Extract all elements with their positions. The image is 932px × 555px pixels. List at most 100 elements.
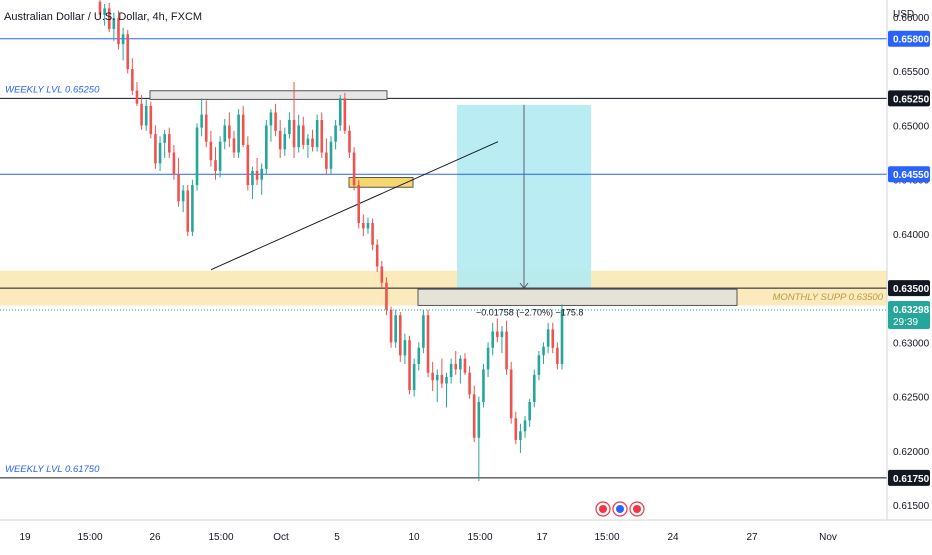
price-label-box-3 bbox=[888, 280, 930, 297]
candle-body-17 bbox=[177, 174, 180, 202]
candle-body-90 bbox=[514, 418, 518, 440]
time-tick-4: Oct bbox=[273, 532, 289, 543]
candle-body-53 bbox=[343, 98, 347, 131]
candle-body-25 bbox=[214, 160, 217, 171]
price-label-3: 0.63500 bbox=[893, 284, 930, 295]
candle-body-96 bbox=[542, 346, 545, 356]
candle-body-11 bbox=[149, 105, 153, 135]
time-tick-6: 10 bbox=[408, 532, 420, 543]
price-label-1: 0.65250 bbox=[893, 94, 930, 105]
candle-body-46 bbox=[311, 138, 314, 148]
candle-body-28 bbox=[228, 125, 231, 139]
time-tick-10: 24 bbox=[667, 532, 679, 543]
candle-body-18 bbox=[181, 190, 185, 202]
time-tick-9: 15:00 bbox=[594, 532, 619, 543]
candle-body-79 bbox=[463, 358, 467, 373]
candle-body-69 bbox=[417, 347, 421, 365]
candle-body-85 bbox=[491, 331, 494, 348]
price-label-box-1 bbox=[888, 90, 930, 107]
candle-body-10 bbox=[144, 105, 148, 126]
candle-body-87 bbox=[500, 331, 504, 337]
candle-body-97 bbox=[546, 329, 550, 347]
last-price-box bbox=[888, 301, 930, 330]
candle-body-64 bbox=[394, 315, 397, 343]
candle-body-14 bbox=[163, 134, 166, 143]
candle-body-77 bbox=[454, 364, 458, 370]
time-tick-0: 19 bbox=[19, 532, 31, 543]
candle-body-70 bbox=[422, 315, 425, 348]
event-flag-icon-inner-0 bbox=[599, 505, 607, 513]
time-tick-8: 17 bbox=[536, 532, 548, 543]
candle-body-34 bbox=[255, 170, 259, 180]
candle-body-84 bbox=[486, 347, 490, 370]
candle-body-2 bbox=[107, 8, 111, 29]
candle-body-82 bbox=[477, 401, 481, 438]
candle-body-61 bbox=[380, 266, 384, 283]
candle-body-5 bbox=[121, 34, 125, 45]
resistance-box bbox=[149, 90, 388, 100]
candle-body-81 bbox=[472, 394, 476, 438]
candle-body-41 bbox=[288, 120, 291, 135]
candle-body-43 bbox=[297, 125, 300, 148]
candle-body-51 bbox=[334, 125, 337, 142]
candle-body-37 bbox=[269, 112, 273, 126]
candle-body-62 bbox=[385, 282, 388, 310]
price-tick-2: 0.62500 bbox=[893, 393, 930, 404]
candle-body-67 bbox=[408, 340, 411, 391]
time-tick-11: 27 bbox=[746, 532, 758, 543]
candle-body-20 bbox=[191, 185, 194, 232]
price-label-box-4 bbox=[888, 469, 930, 486]
entry-box bbox=[417, 288, 738, 306]
candle-body-47 bbox=[315, 120, 319, 148]
candle-body-68 bbox=[412, 364, 416, 391]
candle-body-92 bbox=[523, 420, 527, 432]
candle-body-75 bbox=[445, 377, 448, 384]
candle-body-33 bbox=[251, 170, 254, 186]
candle-body-7 bbox=[131, 69, 134, 91]
candle-body-4 bbox=[117, 18, 120, 45]
candle-body-27 bbox=[223, 125, 227, 142]
candle-body-12 bbox=[154, 134, 157, 164]
candle-body-48 bbox=[320, 120, 324, 153]
level-annotation-1: WEEKLY LVL 0.65250 bbox=[5, 84, 100, 95]
price-tick-8: 0.66000 bbox=[893, 13, 930, 24]
candle-body-95 bbox=[537, 355, 541, 375]
time-axis[interactable]: 19 15:00 26 15:00 Oct 5 10 15:00 17 15:00 24 27 Nov bbox=[0, 501, 932, 543]
candle-body-6 bbox=[126, 34, 130, 70]
candle-body-38 bbox=[274, 112, 277, 131]
candle-body-93 bbox=[528, 401, 531, 421]
candle-body-16 bbox=[172, 152, 176, 175]
candle-body-78 bbox=[459, 358, 462, 370]
candle-body-3 bbox=[112, 18, 116, 29]
candle-body-65 bbox=[399, 315, 402, 356]
ascending-trendline bbox=[210, 141, 499, 271]
time-tick-1: 15:00 bbox=[77, 532, 102, 543]
candle-body-13 bbox=[158, 142, 162, 164]
price-axis[interactable]: USD 0.61500 0.62000 0.62500 0.63000 0.64000 0… bbox=[886, 0, 930, 520]
candle-body-99 bbox=[556, 347, 559, 365]
time-tick-7: 15:00 bbox=[467, 532, 492, 543]
candle-body-8 bbox=[135, 90, 139, 104]
candle-body-76 bbox=[449, 364, 453, 378]
candle-body-23 bbox=[204, 114, 208, 142]
price-label-0: 0.65800 bbox=[893, 35, 930, 46]
candle-body-40 bbox=[283, 134, 287, 150]
candle-body-98 bbox=[551, 329, 555, 348]
time-tick-2: 26 bbox=[149, 532, 161, 543]
retest-box bbox=[348, 176, 414, 188]
time-tick-12: Nov bbox=[819, 532, 837, 543]
candle-body-89 bbox=[509, 369, 513, 419]
candle-body-66 bbox=[403, 340, 407, 356]
candle-body-19 bbox=[186, 190, 190, 232]
candle-body-1 bbox=[103, 8, 106, 15]
price-tick-0: 0.61500 bbox=[893, 501, 930, 512]
candle-body-26 bbox=[218, 141, 222, 171]
candle-body-55 bbox=[352, 152, 356, 186]
candle-body-60 bbox=[375, 244, 379, 267]
candle-body-91 bbox=[519, 431, 522, 440]
price-label-2: 0.64550 bbox=[893, 170, 930, 181]
candle-body-72 bbox=[431, 372, 434, 381]
candle-body-100 bbox=[560, 309, 564, 365]
